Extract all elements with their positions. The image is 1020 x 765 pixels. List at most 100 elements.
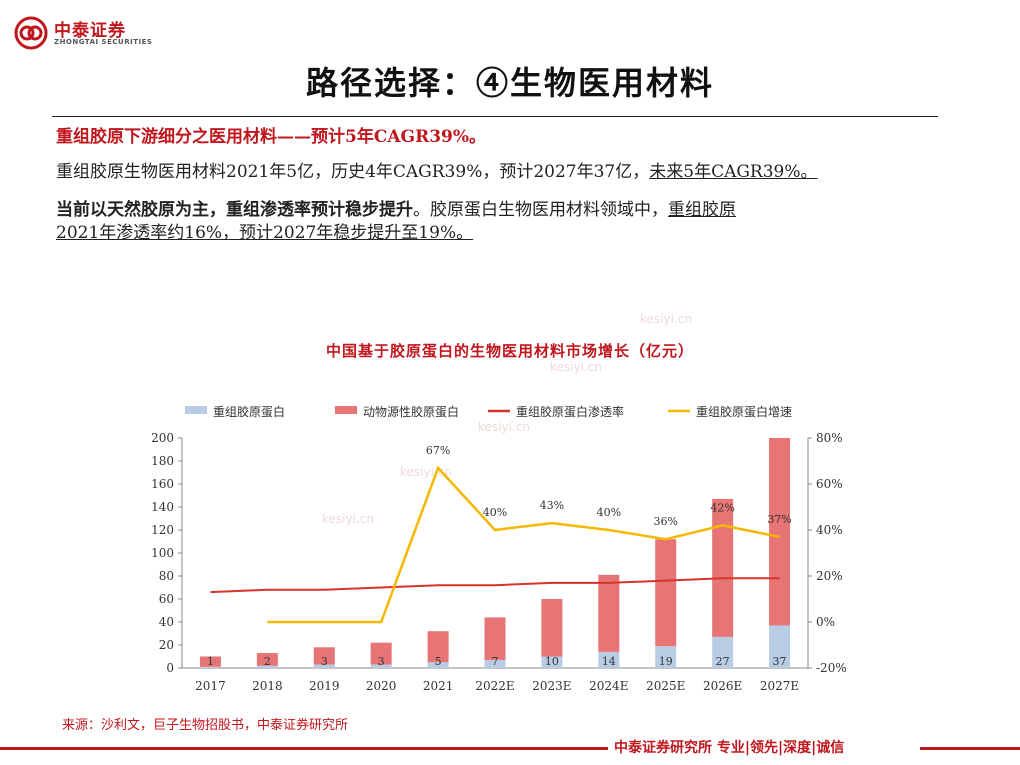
bar-segment [541, 599, 563, 657]
line-data-label: 43% [540, 499, 564, 512]
watermark: kesiyi.cn [478, 420, 530, 434]
bar-data-label: 27 [716, 655, 730, 668]
y-tick-label: 160 [151, 477, 174, 491]
legend-label: 重组胶原蛋白渗透率 [516, 404, 624, 419]
bar-segment [769, 625, 791, 668]
title-divider [52, 116, 938, 117]
line-data-label: 42% [710, 501, 734, 514]
bar-segment [256, 653, 278, 666]
y2-tick-label: 20% [816, 569, 843, 583]
watermark: kesiyi.cn [322, 512, 374, 526]
brand-name-en: ZHONGTAI SECURITIES [54, 38, 153, 46]
y2-tick-label: -20% [816, 661, 847, 675]
y-tick-label: 180 [151, 454, 174, 468]
bar-segment [256, 665, 278, 668]
x-tick-label: 2025E [646, 679, 685, 693]
y-tick-label: 80 [159, 569, 174, 583]
legend-swatch [335, 406, 357, 414]
market-size-paragraph: 重组胶原生物医用材料2021年5亿，历史4年CAGR39%，预计2027年37亿… [56, 159, 818, 185]
bar-segment [370, 664, 392, 668]
bar-segment [313, 664, 335, 668]
watermark: kesiyi.cn [640, 312, 692, 326]
bar-segment [598, 651, 620, 668]
bar-segment [313, 647, 335, 665]
bar-data-label: 10 [545, 655, 559, 668]
y-tick-label: 20 [159, 638, 174, 652]
bar-data-label: 2 [264, 655, 271, 668]
penetration-underlined-2: 2021年渗透率约16%，预计2027年稳步提升至19%。 [56, 223, 474, 243]
bar-segment [655, 646, 677, 668]
bar-segment [484, 617, 506, 660]
bar-segment [712, 498, 734, 637]
bar-data-label: 37 [773, 655, 787, 668]
bar-segment [655, 539, 677, 647]
y2-tick-label: 80% [816, 431, 843, 445]
x-tick-label: 2021 [423, 679, 454, 693]
bar-segment [199, 656, 221, 667]
footer-rule-right [920, 747, 1020, 750]
line-data-label: 40% [597, 506, 621, 519]
x-tick-label: 2022E [475, 679, 514, 693]
headline-paragraph: 重组胶原下游细分之医用材料——预计5年CAGR39%。 [56, 127, 487, 147]
legend-swatch [185, 406, 207, 414]
bar-data-label: 1 [207, 655, 214, 668]
bar-segment [598, 574, 620, 652]
page-title: 路径选择：④生物医用材料 [305, 64, 714, 102]
y2-tick-label: 60% [816, 477, 843, 491]
line-data-label: 37% [767, 513, 791, 526]
watermark: kesiyi.cn [550, 360, 602, 374]
source-note: 来源：沙利文，巨子生物招股书，中泰证券研究所 [62, 718, 349, 733]
bar-segment [712, 636, 734, 668]
bar-segment [484, 659, 506, 668]
x-tick-label: 2019 [309, 679, 340, 693]
bar-data-label: 3 [321, 655, 328, 668]
bar-segment [769, 438, 791, 626]
footer-rule-left [0, 747, 608, 750]
y-tick-label: 60 [159, 592, 174, 606]
x-tick-label: 2020 [366, 679, 397, 693]
x-tick-label: 2023E [532, 679, 571, 693]
market-size-cagr: 未来5年CAGR39%。 [649, 162, 818, 182]
line-data-label: 40% [483, 506, 507, 519]
x-tick-label: 2017 [195, 679, 226, 693]
penetration-paragraph-cont: 2021年渗透率约16%，预计2027年稳步提升至19%。 [56, 220, 473, 246]
y2-tick-label: 0% [816, 615, 835, 629]
line-data-label: 36% [654, 515, 678, 528]
bar-segment [427, 662, 449, 668]
bar-segment [199, 666, 221, 668]
y-tick-label: 100 [151, 546, 174, 560]
legend-label: 重组胶原蛋白 [213, 404, 285, 419]
market-size-text: 重组胶原生物医用材料2021年5亿，历史4年CAGR39%，预计2027年37亿… [56, 162, 650, 182]
y-tick-label: 140 [151, 500, 174, 514]
penetration-bold: 当前以天然胶原为主，重组渗透率预计稳步提升 [56, 200, 413, 220]
penetration-underlined-1: 重组胶原 [668, 200, 736, 220]
x-tick-label: 2027E [760, 679, 799, 693]
bar-data-label: 14 [602, 655, 616, 668]
bar-data-label: 7 [492, 655, 499, 668]
bar-data-label: 19 [659, 655, 673, 668]
footer-text: 中泰证券研究所 专业|领先|深度|诚信 [614, 740, 845, 756]
bar-segment [370, 642, 392, 665]
bar-data-label: 3 [378, 655, 385, 668]
legend-label: 动物源性胶原蛋白 [363, 404, 459, 419]
penetration-paragraph: 当前以天然胶原为主，重组渗透率预计稳步提升。胶原蛋白生物医用材料领域中，重组胶原 [56, 197, 736, 223]
y-tick-label: 40 [159, 615, 174, 629]
series-line [267, 465, 780, 624]
brand-logo-icon [14, 16, 48, 50]
legend-label: 重组胶原蛋白增速 [696, 404, 792, 419]
brand-logo: 中泰证券 ZHONGTAI SECURITIES [14, 16, 174, 56]
bar-data-label: 5 [435, 655, 442, 668]
chart-title: 中国基于胶原蛋白的生物医用材料市场增长（亿元） [325, 342, 694, 360]
bar-segment [427, 631, 449, 663]
y-tick-label: 0 [166, 661, 174, 675]
x-tick-label: 2018 [252, 679, 283, 693]
bar-segment [541, 656, 563, 668]
line-data-label: 67% [426, 444, 450, 457]
brand-name-cn: 中泰证券 [54, 21, 126, 41]
x-tick-label: 2024E [589, 679, 628, 693]
series-line [210, 577, 780, 594]
y-tick-label: 200 [151, 431, 174, 445]
x-tick-label: 2026E [703, 679, 742, 693]
y-tick-label: 120 [151, 523, 174, 537]
